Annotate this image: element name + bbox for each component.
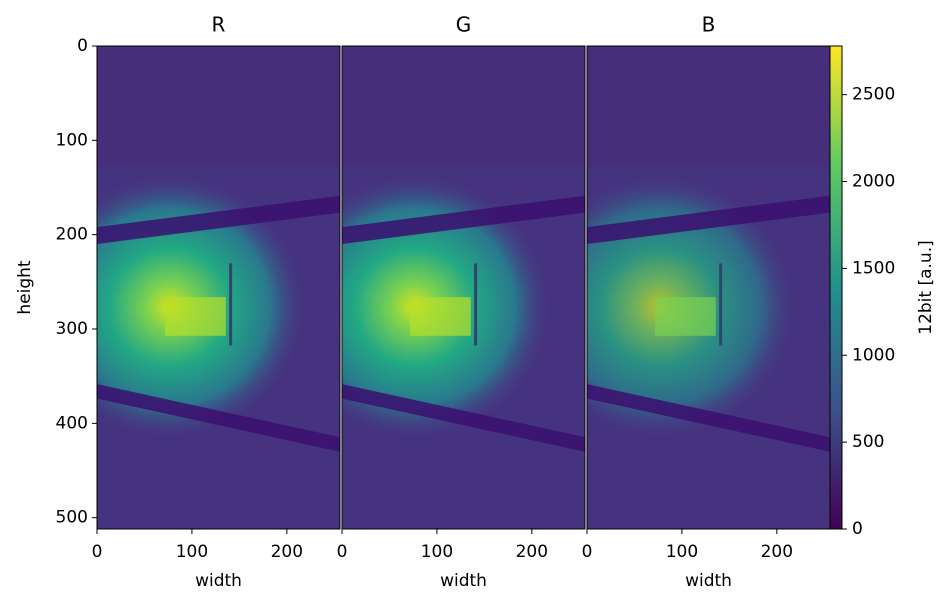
image-top [97, 46, 340, 167]
y-tick-label: 0 [77, 36, 88, 56]
x-label: width [685, 571, 732, 591]
dark-band [97, 384, 340, 452]
y-tick-label: 300 [56, 319, 88, 339]
cbar-tick-label: 500 [852, 432, 884, 452]
x-tick-label: 200 [516, 542, 548, 562]
bright-core [655, 297, 716, 336]
x-tick-label: 200 [271, 542, 303, 562]
x-tick-label: 100 [421, 542, 453, 562]
image [342, 46, 585, 529]
x-tick-label: 100 [666, 542, 698, 562]
colorbar [829, 45, 843, 530]
x-tick-label: 0 [582, 542, 593, 562]
bright-core [410, 297, 471, 336]
x-label: width [440, 571, 487, 591]
x-tick-label: 200 [761, 542, 793, 562]
y-tick-label: 200 [56, 225, 88, 245]
cbar-tick-label: 2000 [852, 172, 895, 192]
cbar-tick-label: 1000 [852, 345, 895, 365]
image-top [342, 46, 585, 167]
cbar-tick-label: 1500 [852, 258, 895, 278]
dark-band [587, 384, 830, 452]
bright-core [165, 297, 226, 336]
panel-title: G [456, 13, 472, 37]
cbar-tick-label: 0 [852, 519, 863, 539]
x-tick-label: 0 [92, 542, 103, 562]
frame [96, 45, 341, 530]
cbar-tick-label: 2500 [852, 85, 895, 105]
x-tick-label: 0 [337, 542, 348, 562]
y-tick-label: 100 [56, 130, 88, 150]
dark-band [342, 195, 585, 245]
dark-band [97, 195, 340, 245]
panel-title: R [212, 13, 226, 37]
panel-title: B [702, 13, 716, 37]
x-tick-label: 100 [176, 542, 208, 562]
y-tick-label: 500 [56, 508, 88, 528]
cbar-label: 12bit [a.u.] [916, 240, 936, 334]
image [97, 46, 340, 529]
dark-band [342, 384, 585, 452]
frame [341, 45, 586, 530]
y-tick-label: 400 [56, 413, 88, 433]
dark-band [587, 195, 830, 245]
x-label: width [195, 571, 242, 591]
y-label: height [15, 260, 35, 315]
image-top [587, 46, 830, 167]
image [587, 46, 830, 529]
